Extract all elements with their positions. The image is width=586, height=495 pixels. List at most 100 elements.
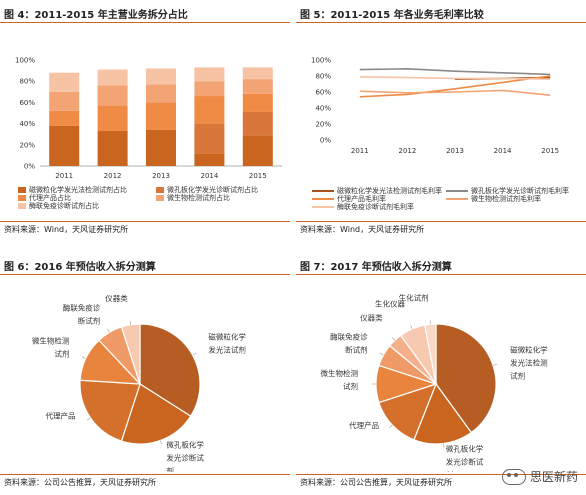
bar-segment: [146, 84, 176, 102]
figure-6-bottom-rule: [0, 474, 290, 475]
bar-segment: [243, 112, 273, 135]
leader-line: [87, 418, 90, 420]
slice-label-line: 微孔板化学: [166, 440, 204, 450]
figure-5-bottom-rule: [296, 221, 586, 222]
leader-line: [130, 321, 131, 325]
slice-label-line: 仪器类: [360, 313, 383, 323]
legend-swatch: [18, 203, 26, 209]
x-tick-label: 2015: [541, 147, 559, 155]
x-tick-label: 2015: [249, 172, 267, 180]
slice-label-line: 酶联免疫诊: [63, 303, 101, 313]
bar-segment: [49, 92, 79, 111]
figure-7-title: 图 7：2017 年预估收入拆分测算: [300, 258, 452, 273]
slice-label: 仪器类: [105, 293, 128, 303]
x-tick-label: 2014: [494, 147, 512, 155]
slice-label: 磁微粒化学发光法试剂: [208, 331, 246, 354]
slice-label: 微孔板化学发光诊断试剂: [446, 443, 484, 472]
leader-line: [389, 425, 392, 428]
slice-label-line: 酶联免疫诊: [330, 331, 368, 341]
legend-label: 酶联免疫诊断试剂毛利率: [337, 202, 414, 212]
series-line: [360, 77, 550, 79]
bar-segment: [194, 67, 224, 81]
legend-line-swatch: [312, 190, 334, 192]
bar-segment: [98, 131, 128, 166]
figure-4-title: 图 4：2011-2015 年主营业务拆分占比: [4, 6, 188, 21]
figure-5-legend: 磁微粒化学发光法检测试剂毛利率 微孔板化学发光诊断试剂毛利率 代理产品毛利率 微生物检…: [312, 186, 584, 216]
slice-label-line: 断试剂: [345, 344, 368, 354]
y-tick-label: 100%: [15, 57, 35, 65]
x-tick-label: 2013: [152, 172, 170, 180]
figure-7-top-rule: [296, 274, 586, 275]
slice-label-line: 发光诊断试: [166, 453, 204, 463]
legend-item: 酶联免疫诊断试剂毛利率: [312, 202, 414, 212]
slice-label: 磁微粒化学发光法检测试剂: [510, 345, 548, 381]
bar-segment: [98, 85, 128, 105]
figure-4-bottom-rule: [0, 221, 290, 222]
slice-label: 微生物检测试剂: [321, 368, 359, 391]
figure-5-top-rule: [296, 22, 586, 23]
slice-label-line: 磁微粒化学: [208, 331, 246, 341]
leader-line: [107, 329, 109, 333]
slice-label-line: 代理产品: [45, 411, 75, 421]
slice-label-line: 生化试剂: [399, 292, 429, 302]
figure-5-panel: 图 5：2011-2015 年各业务毛利率比较 0% 20% 40% 60% 80% 10…: [296, 0, 586, 238]
slice-label-line: 发光法检测: [510, 358, 547, 368]
slice-label: 酶联免疫诊断试剂: [63, 303, 101, 326]
y-tick-label: 20%: [315, 121, 331, 129]
slice-label: 仪器类: [360, 313, 383, 323]
figure-4-legend: 磁微粒化学发光法检测试剂占比 微孔板化学发光诊断试剂占比 代理产品占比 微生物检测试剂…: [18, 185, 288, 215]
watermark-text: 思医新药: [530, 468, 578, 485]
slice-label-line: 磁微粒化学: [510, 345, 548, 355]
x-tick-label: 2012: [104, 172, 122, 180]
figure-4-top-rule: [0, 22, 290, 23]
figure-7-source: 资料来源：公司公告推算，天风证券研究所: [300, 477, 452, 488]
slice-label-line: 剂: [166, 466, 174, 472]
bar-segment: [194, 96, 224, 124]
y-tick-label: 100%: [311, 57, 331, 65]
slice-label: 微孔板化学发光诊断试剂: [166, 440, 204, 472]
bar-segment: [243, 67, 273, 79]
x-tick-label: 2011: [351, 147, 369, 155]
bar-segment: [243, 94, 273, 112]
x-tick-label: 2011: [55, 172, 73, 180]
y-tick-label: 0%: [24, 163, 35, 171]
x-tick-label: 2013: [446, 147, 464, 155]
bar-segment: [194, 124, 224, 154]
leader-line: [493, 364, 497, 365]
y-tick-label: 60%: [315, 89, 331, 97]
leader-line: [411, 325, 413, 329]
bar-segment: [49, 111, 79, 126]
legend-line-swatch: [446, 190, 468, 192]
bar-segment: [194, 153, 224, 166]
slice-label-line: 代理产品: [349, 420, 379, 430]
figure-7-panel: 图 7：2017 年预估收入拆分测算 磁微粒化学发光法检测试剂 微孔板化学发光诊断…: [296, 252, 586, 495]
slice-label-line: 剂: [446, 469, 454, 472]
figure-4-panel: 图 4：2011-2015 年主营业务拆分占比 0% 20% 40% 60% 80% 10…: [0, 0, 290, 238]
figure-5-line-chart: 0%20%40%60%80%100%2011 2012 2013 2014 2015: [296, 40, 586, 190]
figure-6-top-rule: [0, 274, 290, 275]
bar-segment: [49, 126, 79, 166]
wechat-icon: [502, 469, 526, 485]
legend-label: 酶联免疫诊断试剂占比: [29, 201, 99, 211]
figure-4-source: 资料来源：Wind，天风证券研究所: [4, 224, 128, 235]
bar-segment: [98, 106, 128, 131]
slice-label: 代理产品: [45, 411, 75, 421]
slice-label-line: 发光法试剂: [208, 344, 246, 354]
legend-item: 微生物检测试剂占比: [156, 193, 230, 203]
bar-segment: [194, 81, 224, 96]
figure-5-source: 资料来源：Wind，天风证券研究所: [300, 224, 424, 235]
leader-line: [444, 444, 445, 448]
slice-label: 生化试剂: [399, 292, 429, 302]
legend-label: 微生物检测试剂占比: [167, 193, 230, 203]
leader-line: [82, 357, 86, 359]
leader-line: [392, 337, 395, 340]
leader-line: [380, 353, 384, 355]
slice-label-line: 仪器类: [105, 293, 128, 303]
legend-line-swatch: [312, 206, 334, 208]
series-line: [360, 69, 550, 75]
y-tick-label: 60%: [19, 99, 35, 107]
bar-segment: [243, 79, 273, 94]
leader-line: [160, 441, 161, 445]
y-tick-label: 80%: [315, 73, 331, 81]
